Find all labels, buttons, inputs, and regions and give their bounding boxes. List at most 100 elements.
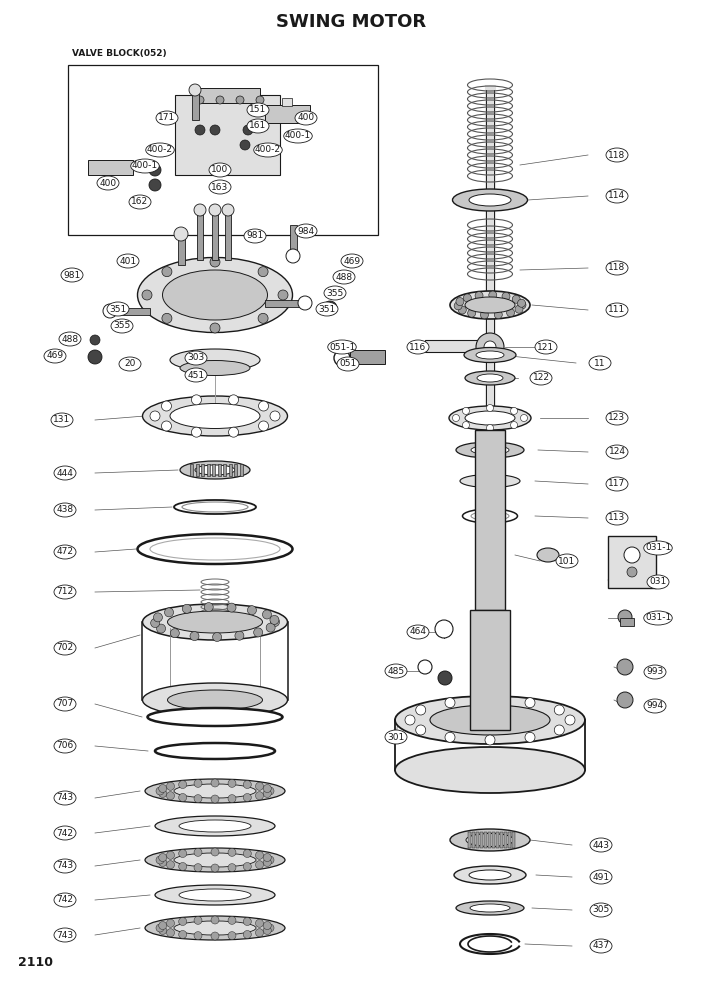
Circle shape — [323, 301, 337, 315]
Text: 400-2: 400-2 — [255, 146, 281, 155]
Ellipse shape — [174, 784, 256, 798]
Circle shape — [454, 302, 462, 310]
Text: 707: 707 — [56, 699, 74, 708]
Ellipse shape — [456, 442, 524, 458]
Bar — [192, 92, 199, 120]
Bar — [218, 464, 220, 476]
Text: 161: 161 — [249, 121, 267, 131]
Text: 118: 118 — [609, 151, 625, 160]
Ellipse shape — [145, 916, 285, 940]
Ellipse shape — [54, 791, 76, 805]
Bar — [350, 350, 385, 364]
Text: 742: 742 — [56, 828, 74, 837]
Bar — [195, 464, 199, 476]
Circle shape — [157, 624, 166, 633]
Ellipse shape — [138, 258, 293, 332]
Circle shape — [266, 787, 274, 795]
Circle shape — [243, 125, 253, 135]
Ellipse shape — [59, 332, 81, 346]
Circle shape — [235, 631, 244, 640]
Ellipse shape — [145, 848, 285, 872]
Ellipse shape — [54, 641, 76, 655]
Bar — [470, 610, 510, 730]
Circle shape — [190, 632, 199, 641]
Text: 111: 111 — [609, 306, 625, 314]
Ellipse shape — [54, 893, 76, 907]
Ellipse shape — [195, 465, 235, 475]
Circle shape — [244, 930, 251, 938]
Ellipse shape — [341, 254, 363, 268]
Ellipse shape — [465, 297, 515, 313]
Circle shape — [263, 858, 271, 866]
Circle shape — [463, 422, 470, 429]
Circle shape — [485, 695, 495, 705]
Text: 702: 702 — [56, 644, 74, 653]
Ellipse shape — [54, 739, 76, 753]
Text: 743: 743 — [56, 794, 74, 803]
Ellipse shape — [644, 541, 673, 555]
Circle shape — [475, 292, 483, 300]
Circle shape — [166, 861, 175, 869]
Ellipse shape — [119, 357, 141, 371]
Ellipse shape — [535, 340, 557, 354]
Ellipse shape — [590, 939, 612, 953]
Text: 401: 401 — [119, 257, 137, 266]
Circle shape — [518, 301, 526, 309]
Circle shape — [485, 735, 495, 745]
Circle shape — [512, 296, 520, 304]
Circle shape — [258, 401, 269, 411]
Text: 443: 443 — [592, 840, 609, 849]
Circle shape — [510, 408, 517, 415]
Text: 351: 351 — [319, 305, 336, 313]
Circle shape — [103, 304, 117, 318]
Text: 305: 305 — [592, 906, 609, 915]
Text: 706: 706 — [56, 741, 74, 751]
Text: 743: 743 — [56, 930, 74, 939]
Text: 712: 712 — [56, 587, 74, 596]
Circle shape — [525, 697, 535, 707]
Ellipse shape — [606, 511, 628, 525]
Circle shape — [520, 415, 527, 422]
Circle shape — [164, 608, 173, 617]
Ellipse shape — [449, 406, 531, 430]
Ellipse shape — [174, 921, 256, 935]
Circle shape — [256, 929, 263, 936]
Text: 124: 124 — [609, 447, 625, 456]
Text: 400: 400 — [100, 179, 117, 187]
Bar — [488, 832, 491, 848]
Circle shape — [88, 350, 102, 364]
Ellipse shape — [146, 143, 174, 157]
Circle shape — [211, 916, 219, 924]
Circle shape — [194, 864, 202, 872]
Text: 743: 743 — [56, 861, 74, 871]
Text: 464: 464 — [409, 628, 427, 637]
Ellipse shape — [450, 291, 530, 319]
Circle shape — [244, 849, 251, 857]
Text: 742: 742 — [56, 896, 74, 905]
Text: 438: 438 — [56, 506, 74, 515]
Text: 400-2: 400-2 — [147, 146, 173, 155]
Circle shape — [179, 930, 187, 938]
Ellipse shape — [606, 477, 628, 491]
Bar — [620, 618, 634, 626]
Ellipse shape — [155, 743, 275, 759]
Ellipse shape — [644, 699, 666, 713]
Ellipse shape — [606, 445, 628, 459]
Bar — [234, 464, 237, 476]
Circle shape — [240, 140, 250, 150]
Circle shape — [211, 779, 219, 787]
Circle shape — [166, 851, 175, 859]
Circle shape — [194, 204, 206, 216]
Circle shape — [166, 920, 175, 928]
Ellipse shape — [61, 268, 83, 282]
Text: 122: 122 — [533, 374, 550, 383]
Bar — [425, 340, 490, 352]
Circle shape — [515, 306, 523, 313]
Text: 031-1: 031-1 — [645, 544, 671, 553]
Bar — [228, 464, 232, 476]
Text: 400-1: 400-1 — [285, 132, 311, 141]
Ellipse shape — [471, 445, 509, 454]
Circle shape — [270, 615, 279, 624]
Bar — [608, 536, 656, 588]
Circle shape — [263, 790, 271, 798]
